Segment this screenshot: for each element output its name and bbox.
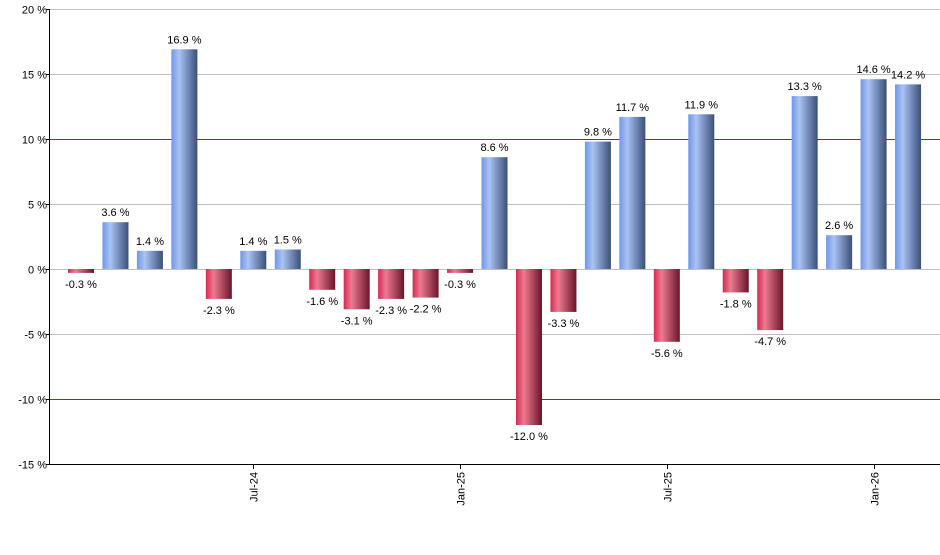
x-tick-label: Jan-26 xyxy=(870,472,882,506)
y-tick-label: 20 % xyxy=(22,5,47,17)
data-label: 3.6 % xyxy=(101,207,129,219)
y-tick-label: -10 % xyxy=(18,395,47,407)
bar xyxy=(378,269,405,299)
data-label: -2.3 % xyxy=(375,305,407,317)
data-labels: -0.3 % 3.6 % 1.4 % 16.9 % -2.3 % 1.4 % 1.5 % -1… xyxy=(65,34,925,443)
bar xyxy=(481,157,508,269)
data-label: -5.6 % xyxy=(651,348,683,360)
bar xyxy=(722,269,749,293)
bar xyxy=(240,250,267,269)
data-label: 16.9 % xyxy=(167,34,201,46)
data-label: 2.6 % xyxy=(825,220,853,232)
data-label: 8.6 % xyxy=(480,142,508,154)
y-tick-label: 5 % xyxy=(28,200,47,212)
y-tick-label: -5 % xyxy=(24,330,47,342)
bar xyxy=(412,269,439,298)
data-label: -3.1 % xyxy=(341,315,373,327)
y-tick-label: -15 % xyxy=(18,460,47,472)
bar xyxy=(274,249,301,269)
bar xyxy=(171,49,198,269)
data-label: -3.3 % xyxy=(548,318,580,330)
bar xyxy=(757,269,784,331)
data-label: -0.3 % xyxy=(444,279,476,291)
data-label: 14.6 % xyxy=(856,64,890,76)
bar xyxy=(550,269,577,312)
y-tick-label: 10 % xyxy=(22,135,47,147)
bar xyxy=(688,114,715,269)
bar xyxy=(791,96,818,269)
bar xyxy=(136,250,163,269)
x-tick-label: Jul-25 xyxy=(663,472,675,502)
bar xyxy=(826,235,853,269)
bar xyxy=(205,269,232,299)
gridlines xyxy=(50,9,940,400)
axes: -15 % -10 % -5 % 0 % 5 % 10 % 15 % 20 % Jul-24 Ja… xyxy=(18,5,940,506)
bar xyxy=(447,269,474,273)
data-label: -12.0 % xyxy=(510,431,548,443)
bar xyxy=(619,116,646,270)
bar xyxy=(102,222,129,269)
y-tick-label: 15 % xyxy=(22,70,47,82)
data-label: 1.4 % xyxy=(136,236,164,248)
bar xyxy=(860,79,887,269)
data-label: -1.8 % xyxy=(720,298,752,310)
data-label: 11.9 % xyxy=(685,99,719,111)
data-label: 13.3 % xyxy=(788,81,822,93)
y-tick-label: 0 % xyxy=(28,265,47,277)
bar xyxy=(895,84,922,270)
data-label: 11.7 % xyxy=(616,102,650,114)
bar xyxy=(309,269,336,290)
data-label: 9.8 % xyxy=(584,127,612,139)
data-label: -0.3 % xyxy=(65,279,97,291)
data-label: 1.4 % xyxy=(239,236,267,248)
bars xyxy=(68,49,922,425)
data-label: -1.6 % xyxy=(306,296,338,308)
x-tick-label: Jul-24 xyxy=(249,472,261,502)
bar xyxy=(343,269,370,310)
data-label: -2.2 % xyxy=(410,304,442,316)
x-tick-label: Jan-25 xyxy=(456,472,468,506)
data-label: -4.7 % xyxy=(754,336,786,348)
data-label: 14.2 % xyxy=(891,69,925,81)
bar xyxy=(515,269,542,425)
bar xyxy=(584,141,611,269)
bar xyxy=(653,269,680,342)
data-label: 1.5 % xyxy=(274,235,302,247)
bar xyxy=(68,269,94,273)
data-label: -2.3 % xyxy=(203,305,235,317)
